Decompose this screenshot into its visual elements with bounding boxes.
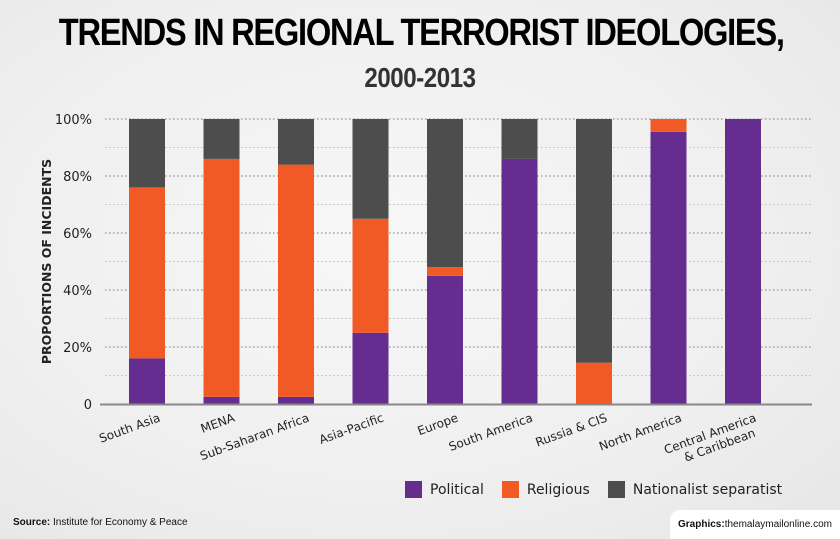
chart-subtitle: 2000-2013 [364, 62, 476, 93]
bar-stack [278, 119, 314, 404]
y-axis-label: PROPORTIONS OF INCIDENTS [39, 159, 54, 364]
y-tick-label: 20% [63, 341, 92, 356]
x-tick-label-line: South America [447, 411, 535, 454]
bar-segment-religious [352, 218, 389, 333]
bar-segment-political [650, 131, 687, 404]
credit-text: themalaymailonline.com [724, 519, 832, 530]
legend-swatch-political [405, 481, 422, 498]
bar-stack [203, 119, 240, 404]
bar-segment-nationalist-separatist [576, 119, 612, 363]
x-tick-label: Europe [416, 411, 460, 439]
x-tick-label-line: Asia-Pacific [317, 411, 385, 447]
graphics-credit: Graphics: themalaymailonline.com [670, 510, 840, 539]
bar-stack [352, 119, 389, 404]
bar-segment-religious [427, 267, 463, 276]
source-text: Institute for Economy & Peace [50, 517, 188, 528]
bar-segment-political [278, 396, 314, 404]
y-tick-label: 0 [84, 398, 92, 413]
legend-swatch-nationalist-separatist [607, 481, 625, 498]
x-tick-label: MENA [199, 410, 238, 435]
bar-segment-nationalist-separatist [129, 119, 165, 188]
y-tick-label: 80% [63, 170, 92, 185]
bar-segment-nationalist-separatist [278, 119, 314, 165]
bar-stack [501, 119, 538, 404]
bar-segment-political [352, 332, 389, 404]
bar-stack [427, 119, 463, 404]
bar-segment-nationalist-separatist [427, 119, 463, 268]
legend-item-religious: Religious [501, 481, 590, 498]
bar-segment-nationalist-separatist [501, 119, 538, 159]
bar-segment-political [203, 396, 240, 404]
bar-segment-religious [129, 187, 165, 359]
bar-segment-religious [650, 119, 687, 132]
x-tick-label: South Asia [97, 411, 162, 446]
y-tick-label: 40% [63, 284, 92, 299]
legend-label: Political [430, 481, 484, 498]
x-tick-label-line: MENA [199, 410, 238, 435]
bar-stack [576, 119, 612, 404]
credit-label: Graphics: [678, 519, 725, 530]
x-tick-label: South America [447, 411, 535, 454]
bar-segment-religious [576, 362, 612, 404]
source-label: Source: [13, 517, 51, 528]
bar-segment-political [725, 119, 761, 404]
bar-segment-nationalist-separatist [203, 119, 240, 159]
bar-stack [650, 119, 687, 404]
x-tick-label: Asia-Pacific [317, 411, 385, 447]
y-tick-labels: 0 20% 40% 60% 80% 100% [55, 113, 92, 413]
x-tick-label-line: Europe [416, 411, 460, 439]
legend-swatch-religious [501, 481, 519, 498]
legend-label: Religious [526, 481, 590, 498]
bar-segment-political [129, 358, 165, 404]
x-tick-label-line: South Asia [97, 411, 162, 446]
bar-segment-nationalist-separatist [352, 119, 389, 219]
legend-label: Nationalist separatist [632, 481, 783, 498]
bars [129, 119, 761, 404]
bar-segment-political [427, 275, 463, 404]
chart-title: TRENDS IN REGIONAL TERRORIST IDEOLOGIES, [58, 12, 785, 54]
y-tick-label: 60% [63, 227, 92, 242]
bar-stack [725, 119, 761, 404]
source-note: Source: Institute for Economy & Peace [13, 517, 188, 528]
bar-stack [129, 119, 165, 404]
bar-segment-religious [203, 158, 240, 397]
bar-segment-political [501, 158, 538, 404]
legend-item-nationalist-separatist: Nationalist separatist [607, 481, 783, 498]
legend: Political Religious Nationalist separati… [405, 481, 800, 498]
legend-item-political: Political [405, 481, 484, 498]
bar-segment-religious [278, 164, 314, 397]
y-tick-label: 100% [55, 113, 92, 128]
